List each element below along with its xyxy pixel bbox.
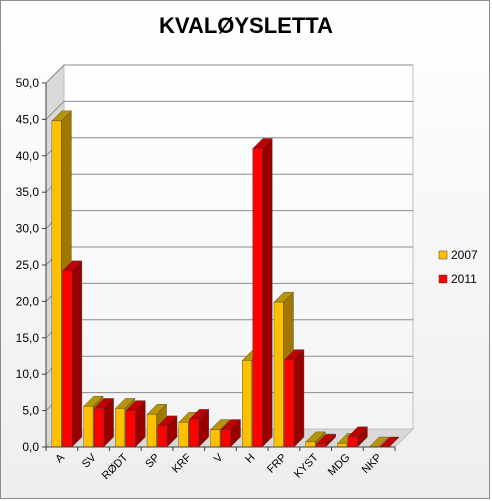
x-tick-label: H: [243, 452, 257, 466]
legend-swatch: [438, 250, 448, 260]
bar-side: [262, 138, 273, 448]
bar-front: [93, 408, 104, 448]
legend-item-2007: 2007: [438, 248, 478, 262]
bar-side: [71, 260, 83, 448]
x-tick-label: A: [53, 451, 67, 465]
x-tick-label: SV: [80, 451, 99, 470]
bar-front: [178, 422, 189, 448]
bar-front: [305, 441, 316, 448]
bar-front: [210, 429, 221, 448]
y-tick-label: 40,0: [16, 149, 40, 163]
gridline: [45, 100, 413, 120]
bar-sp-2011: [157, 415, 178, 448]
bar-front: [273, 301, 284, 448]
bar-front: [337, 443, 348, 448]
legend-label: 2011: [451, 272, 477, 286]
y-tick-label: 45,0: [16, 112, 40, 126]
x-tick-label: KRF: [170, 451, 194, 475]
bar-front: [189, 419, 199, 448]
x-tick-label: KYST: [292, 451, 321, 480]
bar-krf-2011: [188, 408, 210, 448]
bar-front: [242, 360, 252, 448]
y-tick-label: 15,0: [16, 331, 40, 345]
bar-sv-2011: [93, 397, 115, 448]
x-tick-label: V: [212, 451, 226, 465]
x-tick-label: MDG: [326, 452, 353, 479]
bar-v-2011: [220, 419, 241, 448]
bar-front: [62, 270, 73, 448]
legend-swatch: [438, 274, 448, 284]
x-tick-label: FRP: [265, 452, 289, 476]
bar-front: [115, 408, 126, 448]
bar-front: [51, 120, 62, 448]
bar-front: [220, 429, 231, 448]
bar-front: [125, 410, 136, 448]
legend-item-2011: 2011: [438, 272, 477, 286]
y-tick-label: 50,0: [16, 76, 40, 90]
x-tick-label: SP: [143, 452, 162, 471]
legend-label: 2007: [451, 248, 478, 262]
y-tick-label: 5,0: [22, 404, 39, 418]
gridline: [45, 64, 413, 84]
y-tick-label: 10,0: [16, 367, 40, 381]
y-tick-label: 35,0: [16, 185, 40, 199]
bar-frp-2011: [283, 349, 305, 448]
y-tick-label: 0,0: [22, 440, 39, 454]
bar-front: [83, 406, 94, 448]
y-tick-label: 25,0: [16, 258, 40, 272]
bar-a-2011: [61, 260, 83, 448]
y-tick-label: 30,0: [16, 222, 40, 236]
bar-front: [347, 436, 358, 448]
x-tick-label: NKP: [360, 452, 384, 476]
bar-side: [293, 349, 305, 448]
bar-front: [146, 414, 157, 448]
bar-h-2011: [252, 138, 273, 448]
x-tick-label: RØDT: [100, 451, 131, 482]
bar-rødt-2011: [125, 400, 146, 448]
bar-front: [284, 359, 295, 448]
chart-title: KVALØYSLETTA: [159, 13, 333, 38]
bar-front: [252, 148, 263, 448]
bar-front: [157, 425, 168, 448]
y-tick-label: 20,0: [16, 294, 40, 308]
